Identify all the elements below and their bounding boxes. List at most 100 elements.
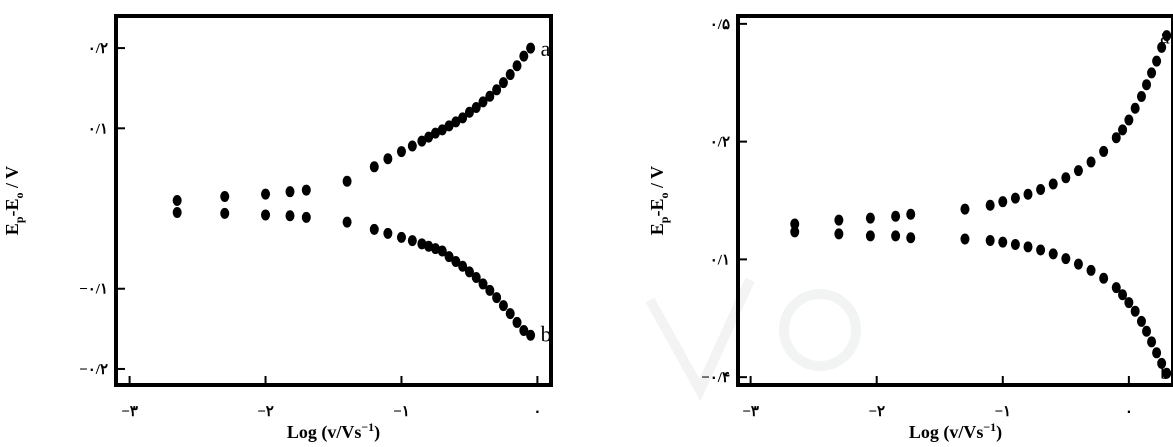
data-point-b	[1061, 253, 1071, 265]
data-point-b	[220, 207, 230, 219]
data-point-a	[1147, 67, 1157, 79]
data-point-b	[383, 227, 393, 239]
data-point-b	[998, 236, 1008, 248]
y-tick-label: ۰/۱	[88, 121, 108, 137]
series-label-b: b	[1160, 359, 1171, 384]
y-tick-label: ۰/۱	[710, 252, 730, 268]
data-point-a	[430, 127, 440, 139]
data-point-b	[505, 308, 515, 320]
data-point-b	[1036, 244, 1046, 256]
x-tick-label: −۲	[257, 404, 274, 420]
data-point-a	[369, 161, 379, 173]
data-point-b	[1124, 297, 1134, 309]
data-point-a	[1111, 132, 1121, 144]
data-point-b	[1136, 315, 1146, 327]
data-point-a	[790, 218, 800, 230]
data-point-a	[1124, 114, 1134, 126]
data-point-b	[498, 300, 508, 312]
data-point-b	[1130, 305, 1140, 317]
y-tick-label: −۰/۱	[79, 282, 108, 298]
data-point-a	[437, 124, 447, 136]
series-label-a: a	[541, 36, 551, 61]
data-point-b	[478, 278, 488, 290]
data-point-a	[1099, 145, 1109, 157]
data-point-a	[985, 199, 995, 211]
data-point-a	[458, 112, 468, 124]
data-point-b	[1099, 272, 1109, 284]
data-point-a	[1010, 192, 1020, 204]
data-point-b	[471, 272, 481, 284]
data-point-b	[1142, 325, 1152, 337]
data-point-b	[430, 243, 440, 255]
data-point-a	[834, 214, 844, 226]
data-point-b	[891, 230, 901, 242]
data-point-a	[1162, 30, 1172, 42]
data-point-a	[519, 50, 529, 62]
chart-2: −۳ −۲ −۱ ۰ ۰/۵ ۰/۲ ۰/۱ −۰/۴ a b Log (v/Vs−1) Ep-Eo …	[647, 14, 1173, 443]
x-tick-label: ۰	[1125, 404, 1133, 420]
data-point-b	[458, 260, 468, 272]
data-point-b	[407, 235, 417, 247]
data-point-b	[906, 232, 916, 244]
data-point-a	[998, 196, 1008, 208]
chart-1: −۳ −۲ −۱ ۰ ۰/۲ ۰/۱ −۰/۱ −۰/۲ a b Log (v/Vs−1) Ep-Eo…	[2, 14, 553, 443]
y-tick-label: −۰/۲	[79, 362, 108, 378]
x-tick-label: ۰	[533, 404, 541, 420]
data-point-a	[865, 212, 875, 224]
y-tick-label: ۰/۲	[88, 41, 108, 57]
x-tick-label: −۱	[393, 404, 410, 420]
data-point-a	[301, 184, 311, 196]
data-point-b	[417, 238, 427, 250]
data-point-a	[417, 135, 427, 147]
data-point-a	[383, 153, 393, 165]
series-label-a: a	[1160, 24, 1170, 49]
data-point-a	[505, 69, 515, 81]
data-point-b	[437, 245, 447, 257]
data-point-a	[342, 175, 352, 187]
data-point-b	[444, 251, 454, 263]
watermark	[645, 277, 861, 402]
data-point-b	[1086, 264, 1096, 276]
y-axis-title: Ep-Eo / V	[647, 166, 671, 235]
x-axis-title: Log (v/Vs−1)	[287, 420, 380, 443]
data-point-a	[1118, 124, 1128, 136]
data-point-b	[396, 231, 406, 243]
data-point-a	[492, 84, 502, 96]
y-axis-title: Ep-Eo / V	[2, 166, 26, 235]
data-point-b	[285, 210, 295, 222]
data-point-a	[1152, 55, 1162, 67]
x-tick-label: −۲	[868, 404, 885, 420]
data-point-a	[512, 60, 522, 72]
series-label-b: b	[541, 321, 552, 346]
data-point-b	[451, 255, 461, 267]
data-point-b	[492, 292, 502, 304]
data-point-b	[1152, 347, 1162, 359]
data-point-b	[1073, 258, 1083, 270]
data-point-b	[985, 235, 995, 247]
data-point-b	[369, 223, 379, 235]
data-point-a	[1136, 90, 1146, 102]
data-point-a	[471, 101, 481, 113]
data-point-a	[464, 106, 474, 118]
data-point-b	[301, 211, 311, 223]
data-point-b	[526, 329, 536, 341]
data-point-b	[865, 230, 875, 242]
data-point-a	[906, 208, 916, 220]
data-point-b	[1147, 336, 1157, 348]
data-point-b	[1118, 289, 1128, 301]
data-point-b	[1111, 282, 1121, 294]
data-point-a	[960, 203, 970, 215]
data-point-a	[424, 131, 434, 143]
plot-frame	[114, 14, 553, 387]
data-point-b	[519, 324, 529, 336]
data-point-b	[464, 266, 474, 278]
plot-frame	[736, 14, 1173, 387]
data-point-a	[1157, 41, 1167, 53]
data-point-b	[790, 226, 800, 238]
data-point-a	[285, 186, 295, 198]
data-point-b	[834, 228, 844, 240]
y-tick-label: ۰/۵	[710, 17, 730, 33]
data-point-a	[396, 146, 406, 158]
data-point-a	[498, 77, 508, 89]
